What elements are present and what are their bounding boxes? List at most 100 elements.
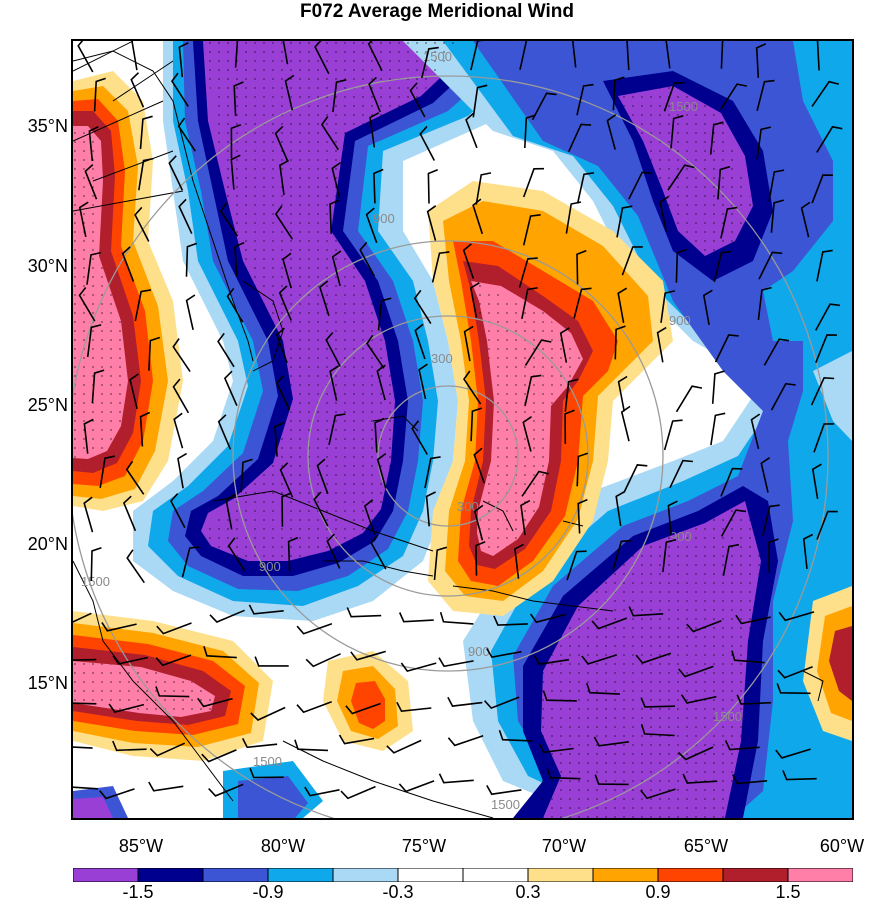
lat-label-15n: 15°N [27, 673, 68, 693]
colorbar-swatch [137, 868, 204, 882]
wind-barb [254, 656, 289, 667]
wind-barb [720, 467, 743, 497]
wind-barb [778, 611, 815, 622]
wind-barb [659, 196, 669, 232]
wind-barb [131, 41, 138, 71]
wind-barb [433, 546, 448, 580]
lon-label-60w: 60°W [819, 836, 865, 856]
wind-barb [326, 533, 341, 569]
wind-barb [226, 287, 244, 323]
wind-barb [178, 42, 189, 78]
wind-barb [717, 165, 731, 200]
lat-label-20n: 20°N [27, 534, 68, 554]
wind-barb [677, 746, 714, 761]
lon-label-75w: 75°W [401, 836, 447, 856]
wind-barb [284, 74, 295, 111]
wind-barb [621, 246, 643, 276]
wind-barb [615, 490, 626, 527]
wind-barb [470, 407, 483, 442]
wind-barb [702, 289, 713, 326]
ring-label: 900 [373, 211, 395, 226]
wind-barb [814, 303, 841, 331]
wind-barb [185, 242, 198, 277]
wind-barb [813, 423, 835, 453]
plot-title: F072 Average Meridional Wind [300, 1, 574, 22]
wind-barb [294, 739, 329, 752]
wind-barb [816, 125, 843, 153]
wind-barb [369, 112, 380, 148]
wind-barb [576, 172, 595, 204]
wind-barb [328, 413, 346, 445]
wind-barb [565, 201, 582, 234]
wind-barb [714, 334, 739, 363]
wind-barb [112, 740, 147, 752]
colorbar-swatch [267, 868, 334, 882]
wind-barb [438, 773, 474, 784]
wind-barb [122, 495, 137, 532]
wind-barb [419, 125, 436, 161]
wind-barb [368, 76, 381, 113]
wind-barb [304, 786, 340, 797]
wind-barb [816, 249, 833, 282]
ring-label: 1500 [423, 49, 452, 64]
wind-barb [346, 607, 382, 618]
wind-barb [469, 282, 480, 318]
wind-barb [775, 748, 811, 759]
wind-barb [217, 332, 235, 368]
wind-barb [99, 788, 135, 800]
wind-barb [227, 537, 246, 572]
wind-barb [248, 604, 284, 615]
wind-barb [484, 696, 520, 710]
wind-barb [518, 257, 538, 288]
colorbar-label: 0.9 [645, 882, 671, 902]
wind-barb [209, 609, 245, 623]
wind-barb [675, 248, 687, 283]
wind-barb [521, 287, 538, 320]
wind-barb [475, 541, 486, 576]
wind-barb [612, 76, 625, 111]
colorbar-swatch [73, 868, 139, 882]
wind-barb [178, 198, 193, 235]
wind-barb [250, 706, 286, 721]
wind-barb [586, 682, 620, 695]
wind-barb [559, 327, 570, 363]
wind-barb [802, 533, 814, 569]
wind-barb [73, 702, 97, 705]
colorbar-label: -0.3 [382, 882, 414, 902]
wind-barb [776, 683, 811, 695]
wind-barb [628, 171, 653, 200]
wind-barb [398, 780, 435, 793]
wind-barb [185, 294, 196, 330]
wind-barb [473, 447, 485, 484]
wind-barb [581, 654, 618, 665]
wind-barb [171, 72, 189, 107]
wind-barb [462, 243, 475, 279]
ring-label: 1500 [669, 99, 698, 114]
wind-barb [439, 611, 474, 625]
wind-barb [99, 455, 115, 489]
wind-barb [617, 287, 628, 324]
lon-label-85w: 85°W [118, 836, 164, 856]
wind-barb [125, 460, 145, 495]
wind-barb [519, 41, 528, 70]
wind-barb [338, 734, 375, 745]
colorbar-swatch [397, 868, 464, 882]
wind-barb [314, 41, 330, 75]
wind-barb [682, 773, 718, 784]
wind-barb [73, 786, 98, 790]
wind-barb [593, 736, 630, 747]
wind-barb [121, 246, 135, 282]
colorbar-swatch [527, 868, 594, 882]
wind-barb [533, 655, 570, 666]
wind-barb [722, 543, 740, 577]
wind-barb [614, 325, 626, 360]
wind-barb [108, 703, 145, 714]
wind-barb [660, 290, 676, 323]
wind-barb [472, 198, 484, 235]
wind-barb [669, 459, 693, 489]
wind-barb [413, 289, 432, 325]
wind-barb [711, 370, 725, 404]
wind-barb [181, 546, 200, 578]
wind-barb [768, 169, 785, 202]
wind-barb [318, 280, 330, 317]
